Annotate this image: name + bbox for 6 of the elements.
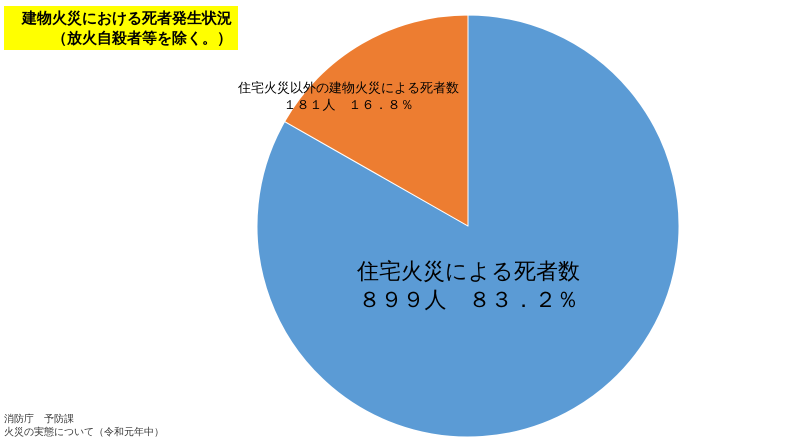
chart-title: 建物火災における死者発生状況（放火自殺者等を除く。） <box>4 6 238 50</box>
slice-label: 住宅火災による死者数 <box>356 259 580 284</box>
text: 火災の実態について（令和元年中） <box>4 426 164 439</box>
data-label: ８９９人 ８３．２％ <box>358 288 578 314</box>
text: 消防庁 予防課 <box>4 413 75 426</box>
data-label: １８１人 １６．８％ <box>284 98 414 113</box>
